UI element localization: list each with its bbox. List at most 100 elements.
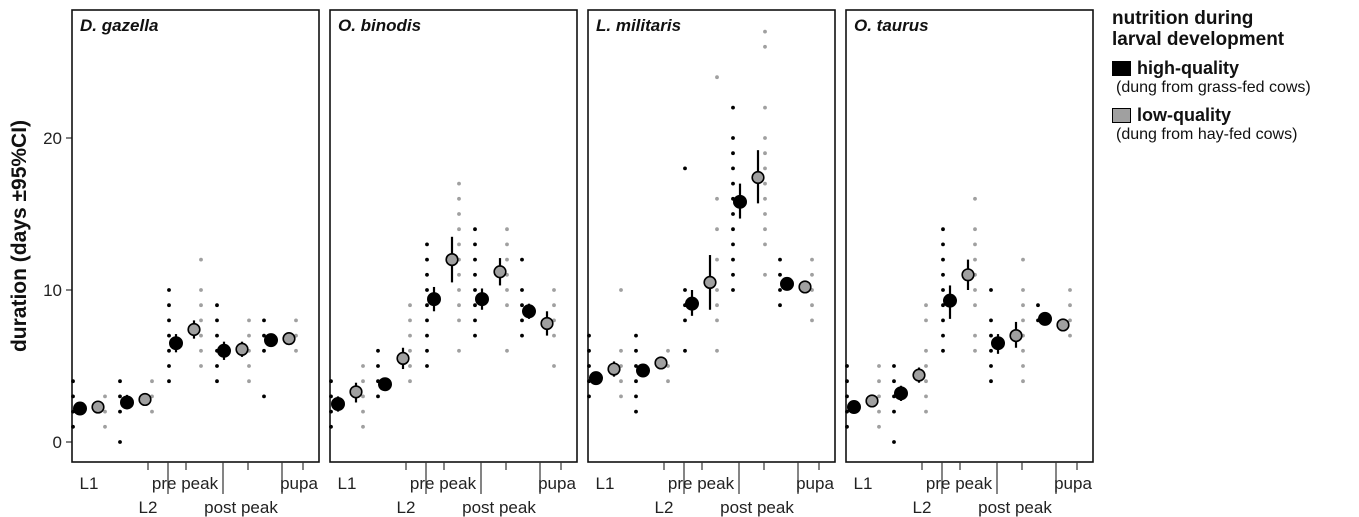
raw-point-high-o-binodis-post-peak	[473, 288, 477, 292]
raw-point-high-l-militaris-post-peak	[731, 227, 735, 232]
raw-point-low-d-gazella-l2	[150, 379, 154, 384]
raw-point-high-o-binodis-l2	[376, 348, 380, 353]
raw-point-high-o-binodis-l2	[376, 394, 380, 399]
legend-swatch-high-quality	[1112, 61, 1131, 76]
raw-point-high-l-militaris-l1	[587, 348, 591, 353]
chart-svg: duration (days ±95%CI) 0 10 20 D. gazella L1 L…	[8, 9, 1094, 517]
raw-point-high-o-binodis-pupa	[520, 333, 524, 338]
raw-point-low-d-gazella-pre-peak	[199, 257, 203, 262]
raw-point-low-o-binodis-post-peak	[505, 288, 509, 292]
mean-point-high-o-taurus-l1	[846, 400, 861, 415]
raw-point-high-l-militaris-post-peak	[731, 212, 735, 216]
raw-point-low-l-militaris-pre-peak	[715, 303, 719, 308]
raw-point-low-o-binodis-post-peak	[505, 303, 509, 308]
raw-point-low-l-militaris-post-peak	[763, 136, 767, 140]
mean-point-low-d-gazella-l1	[91, 400, 105, 414]
raw-point-high-o-binodis-l2	[376, 364, 380, 368]
mean-point-high-d-gazella-pre-peak	[169, 336, 184, 351]
raw-point-low-o-taurus-pre-peak	[973, 288, 977, 292]
raw-point-high-o-binodis-pre-peak	[425, 364, 429, 368]
raw-point-high-l-militaris-l1	[587, 394, 591, 399]
raw-point-low-o-taurus-post-peak	[1021, 257, 1025, 262]
raw-point-low-o-binodis-l1	[361, 364, 365, 368]
raw-point-low-l-militaris-l2	[666, 379, 670, 384]
raw-point-low-l-militaris-post-peak	[763, 105, 767, 110]
x-category-label-l2: L2	[397, 498, 416, 517]
raw-point-high-d-gazella-l2	[118, 409, 122, 414]
raw-point-low-d-gazella-l1	[103, 424, 107, 429]
raw-point-high-o-binodis-pre-peak	[425, 272, 429, 277]
raw-point-low-o-taurus-pre-peak	[973, 348, 977, 353]
x-category-label-l1: L1	[596, 474, 615, 493]
mean-point-low-o-taurus-l1	[865, 394, 879, 408]
legend-item-low-quality: low-quality (dung from hay-fed cows)	[1112, 105, 1357, 144]
raw-point-high-l-militaris-l2	[634, 348, 638, 353]
raw-point-low-o-taurus-post-peak	[1021, 303, 1025, 308]
x-category-label-pupa: pupa	[796, 474, 834, 493]
raw-point-low-o-binodis-pre-peak	[457, 303, 461, 308]
x-category-label-pre-peak: pre peak	[152, 474, 219, 493]
legend-note-high-quality: (dung from grass-fed cows)	[1116, 79, 1311, 96]
raw-point-high-d-gazella-pre-peak	[167, 348, 171, 353]
mean-point-low-o-taurus-l2	[912, 368, 926, 382]
raw-point-low-l-militaris-pre-peak	[715, 288, 719, 292]
raw-point-high-o-taurus-pre-peak	[941, 257, 945, 262]
raw-point-high-o-taurus-pre-peak	[941, 288, 945, 292]
mean-point-high-o-binodis-pre-peak	[426, 292, 441, 307]
raw-point-low-d-gazella-pre-peak	[199, 318, 203, 323]
mean-point-low-d-gazella-pre-peak	[187, 322, 201, 337]
raw-point-low-l-militaris-post-peak	[763, 227, 767, 232]
raw-point-high-o-binodis-l1	[329, 394, 333, 399]
raw-point-low-o-binodis-l1	[361, 424, 365, 429]
x-category-label-post-peak: post peak	[462, 498, 536, 517]
x-category-label-l1: L1	[338, 474, 357, 493]
raw-point-high-l-militaris-post-peak	[731, 257, 735, 262]
raw-point-low-l-militaris-post-peak	[763, 212, 767, 216]
raw-point-high-d-gazella-pupa	[262, 394, 266, 399]
raw-point-high-o-taurus-pupa	[1036, 303, 1040, 308]
raw-point-low-o-binodis-pre-peak	[457, 196, 461, 201]
raw-point-high-l-militaris-post-peak	[731, 242, 735, 247]
raw-point-low-o-binodis-pupa	[552, 303, 556, 308]
raw-point-low-o-binodis-l1	[361, 409, 365, 414]
raw-point-high-o-taurus-post-peak	[989, 318, 993, 323]
y-tick-label: 0	[53, 433, 62, 452]
mean-point-low-o-binodis-post-peak	[493, 265, 507, 279]
raw-point-high-d-gazella-post-peak	[215, 364, 219, 368]
x-category-label-pupa: pupa	[1054, 474, 1092, 493]
x-category-label-post-peak: post peak	[720, 498, 794, 517]
raw-point-high-o-binodis-pre-peak	[425, 318, 429, 323]
raw-point-high-o-binodis-pre-peak	[425, 257, 429, 262]
mean-point-high-d-gazella-pupa	[263, 333, 278, 348]
raw-point-low-d-gazella-l2	[150, 409, 154, 414]
raw-point-low-o-taurus-pupa	[1068, 333, 1072, 338]
x-category-label-l1: L1	[854, 474, 873, 493]
raw-point-high-d-gazella-l1	[71, 424, 75, 429]
raw-point-high-o-binodis-l1	[329, 409, 333, 414]
raw-point-low-d-gazella-post-peak	[247, 379, 251, 384]
raw-point-high-l-militaris-pre-peak	[683, 318, 687, 323]
raw-point-low-o-taurus-pre-peak	[973, 333, 977, 338]
raw-point-low-l-militaris-post-peak	[763, 196, 767, 201]
raw-point-high-d-gazella-pre-peak	[167, 318, 171, 323]
x-category-label-post-peak: post peak	[204, 498, 278, 517]
legend-title-line-2: larval development	[1112, 29, 1285, 50]
mean-point-low-o-binodis-l2	[396, 351, 410, 366]
raw-point-high-d-gazella-post-peak	[215, 318, 219, 323]
legend-title-line-1: nutrition during	[1112, 8, 1254, 29]
raw-point-high-d-gazella-pupa	[262, 333, 266, 338]
mean-point-low-l-militaris-l1	[607, 362, 621, 376]
raw-point-low-l-militaris-l1	[619, 288, 623, 292]
raw-point-low-l-militaris-pupa	[810, 272, 814, 277]
panel-title-l-militaris: L. militaris	[596, 16, 681, 35]
mean-point-high-d-gazella-l2	[120, 395, 135, 410]
mean-point-high-l-militaris-l2	[635, 363, 650, 378]
raw-point-high-l-militaris-post-peak	[731, 181, 735, 186]
raw-point-high-d-gazella-pre-peak	[167, 288, 171, 292]
mean-point-low-l-militaris-l2	[654, 356, 668, 370]
raw-point-high-d-gazella-post-peak	[215, 303, 219, 308]
legend-swatch-low-quality	[1112, 108, 1131, 123]
raw-point-high-l-militaris-post-peak	[731, 288, 735, 292]
raw-point-low-o-taurus-l2	[924, 394, 928, 399]
mean-point-low-o-binodis-pre-peak	[445, 253, 459, 267]
